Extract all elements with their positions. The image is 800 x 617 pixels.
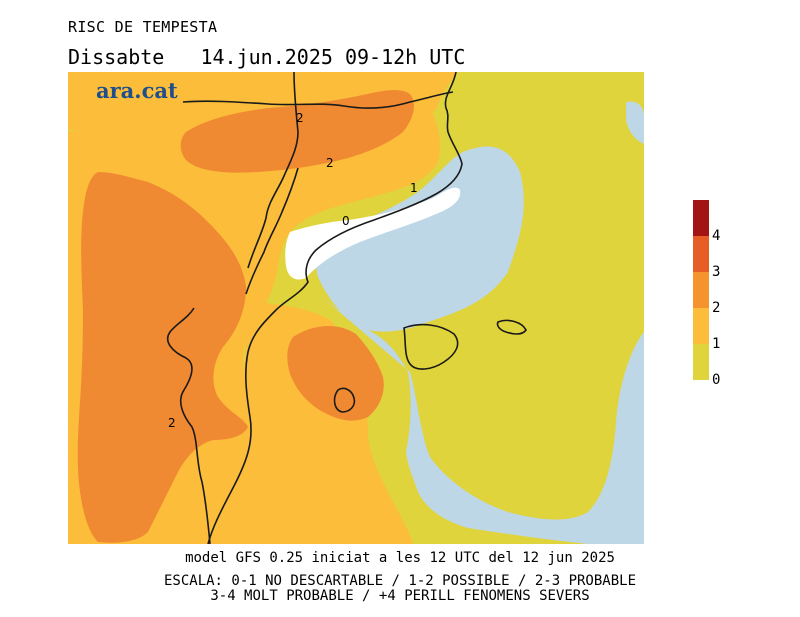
legend-swatch-1	[693, 308, 709, 344]
legend-swatch-2	[693, 272, 709, 308]
forecast-date: Dissabte 14.jun.2025 09-12h UTC	[68, 45, 466, 69]
contour-label: 2	[296, 111, 304, 125]
sea-area-east	[623, 342, 644, 462]
legend-swatch-3	[693, 236, 709, 272]
scale-description-1: ESCALA: 0-1 NO DESCARTABLE / 1-2 POSSIBL…	[163, 573, 636, 589]
contour-label: 2	[168, 416, 176, 430]
risk-field-probable-west	[77, 172, 248, 543]
scale-description-2: 3-4 MOLT PROBABLE / +4 PERILL FENOMENS S…	[210, 588, 590, 604]
coastline	[166, 72, 527, 544]
map-title: RISC DE TEMPESTA	[68, 18, 218, 36]
legend-tick-2: 2	[712, 300, 721, 316]
contour-label: 2	[326, 156, 334, 170]
contour-label: 0	[342, 214, 350, 228]
risk-legend	[693, 200, 709, 380]
sea-area-west	[316, 292, 644, 544]
legend-swatch-0	[693, 344, 709, 380]
legend-tick-1: 1	[712, 336, 721, 352]
legend-tick-0: 0	[712, 372, 721, 388]
legend-tick-3: 3	[712, 264, 721, 280]
model-info: model GFS 0.25 iniciat a les 12 UTC del …	[185, 550, 615, 566]
risk-field-probable-south	[287, 326, 384, 421]
storm-risk-map: 2 2 1 0 2	[68, 72, 644, 544]
sea-area	[316, 146, 524, 332]
ara-cat-logo: ara.cat	[96, 78, 178, 103]
sea-area-corner	[626, 101, 644, 144]
risk-field-moderate-south	[218, 302, 413, 544]
legend-tick-4: 4	[712, 228, 721, 244]
legend-swatch-4	[693, 200, 709, 236]
contour-label: 1	[410, 181, 418, 195]
risk-field-none	[285, 187, 461, 280]
